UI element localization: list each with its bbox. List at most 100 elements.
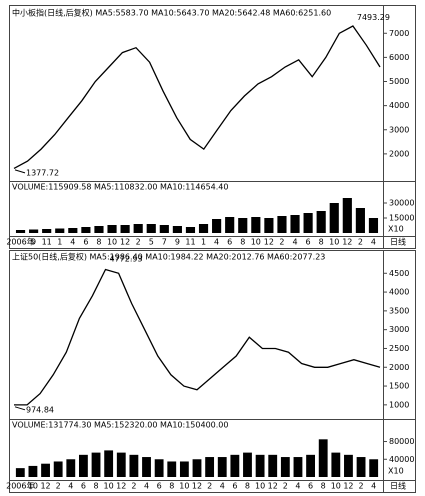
y-tick-label: 30000 bbox=[389, 199, 414, 208]
volume-bar bbox=[129, 454, 139, 477]
y-tick-label: 3000 bbox=[389, 125, 409, 134]
x-tick-label: 4 bbox=[68, 482, 73, 491]
x-tick-label: 8 bbox=[321, 482, 326, 491]
volume-bar bbox=[15, 468, 25, 477]
x-tick-label: 4 bbox=[70, 238, 75, 247]
low-arrow bbox=[14, 406, 26, 411]
volume-bar bbox=[179, 461, 189, 477]
x-tick-label: 10 bbox=[251, 238, 261, 247]
volume-bar bbox=[192, 459, 202, 477]
volume-bar bbox=[290, 215, 300, 233]
chart-title: 上证50(日线,后复权) MA5:1986.40 MA10:1984.22 MA… bbox=[12, 252, 325, 262]
x-tick-label: 2 bbox=[56, 482, 61, 491]
y-tick-label: 15000 bbox=[389, 214, 414, 223]
scale-note: X10 bbox=[388, 467, 404, 476]
y-tick-label: 2500 bbox=[389, 344, 409, 353]
volume-bar bbox=[255, 454, 265, 477]
x-tick-label: 6 bbox=[227, 238, 232, 247]
volume-bar bbox=[185, 227, 196, 233]
volume-bar bbox=[91, 452, 101, 477]
volume-bar bbox=[356, 457, 366, 477]
x-tick-label: 8 bbox=[245, 482, 250, 491]
volume-bar bbox=[66, 459, 76, 477]
x-tick-label: 12 bbox=[268, 482, 278, 491]
x-tick-label: 12 bbox=[342, 238, 352, 247]
volume-bar bbox=[94, 226, 104, 233]
volume-bar bbox=[243, 452, 252, 477]
volume-bar bbox=[268, 454, 278, 477]
volume-bar bbox=[217, 457, 227, 477]
y-tick-label: 4500 bbox=[389, 269, 409, 278]
volume-bar bbox=[81, 227, 91, 233]
volume-bar bbox=[154, 459, 164, 477]
volume-bar bbox=[198, 224, 209, 233]
x-tick-label: 4 bbox=[220, 482, 225, 491]
x-tick-label: 5 bbox=[149, 238, 154, 247]
y-tick-label: 2000 bbox=[389, 363, 409, 372]
x-tick-label: 2 bbox=[283, 482, 288, 491]
volume-bar bbox=[116, 452, 126, 477]
volume-bar bbox=[172, 226, 182, 233]
x-tick-label: 4 bbox=[144, 482, 149, 491]
x-tick-label: 2 bbox=[136, 238, 141, 247]
price-line bbox=[13, 25, 381, 169]
volume-bar bbox=[107, 225, 117, 233]
x-tick-label: 4 bbox=[371, 482, 376, 491]
volume-bar bbox=[331, 452, 341, 477]
x-tick-label: 4 bbox=[214, 238, 219, 247]
volume-bar bbox=[264, 218, 274, 233]
volume-bar bbox=[205, 457, 215, 477]
volume-bar bbox=[318, 439, 328, 477]
x-tick-label: 11 bbox=[185, 238, 195, 247]
x-tick-label: 10 bbox=[107, 238, 117, 247]
volume-bar bbox=[368, 218, 379, 233]
low-label: 974.84 bbox=[26, 405, 54, 414]
x-tick-label: 12 bbox=[192, 482, 202, 491]
y-tick-label: 7000 bbox=[389, 29, 409, 38]
x-tick-label: 8 bbox=[93, 482, 98, 491]
volume-bar bbox=[225, 217, 235, 233]
y-tick-label: 40000 bbox=[389, 455, 414, 464]
volume-bar bbox=[212, 219, 222, 233]
x-tick-label: 12 bbox=[264, 238, 274, 247]
volume-bar bbox=[68, 228, 78, 233]
x-tick-label: 4 bbox=[295, 482, 300, 491]
period-label: 日线 bbox=[390, 481, 406, 491]
volume-bar bbox=[355, 208, 365, 233]
volume-bar bbox=[28, 465, 38, 477]
x-tick-label: 12 bbox=[120, 238, 130, 247]
x-tick-label: 8 bbox=[169, 482, 174, 491]
volume-bar bbox=[78, 454, 88, 477]
volume-bar bbox=[146, 224, 156, 233]
volume-bar bbox=[230, 454, 240, 477]
y-tick-label: 6000 bbox=[389, 53, 409, 62]
volume-bar bbox=[329, 203, 339, 233]
y-tick-label: 5000 bbox=[389, 77, 409, 86]
volume-title: VOLUME:131774.30 MA5:152320.00 MA10:1504… bbox=[12, 421, 228, 430]
volume-bar bbox=[159, 225, 169, 233]
high-label: 7493.29 bbox=[357, 13, 390, 22]
x-tick-label: 2006年 bbox=[6, 481, 34, 491]
x-tick-label: 2 bbox=[207, 482, 212, 491]
x-tick-label: 2006年 bbox=[6, 237, 34, 247]
y-tick-label: 3500 bbox=[389, 306, 409, 315]
volume-bar bbox=[55, 228, 65, 233]
volume-bar bbox=[120, 225, 130, 233]
volume-bar bbox=[238, 218, 248, 233]
volume-bar bbox=[251, 217, 261, 233]
x-tick-label: 7 bbox=[162, 238, 167, 247]
x-tick-label: 10 bbox=[28, 482, 38, 491]
y-tick-label: 1000 bbox=[389, 400, 409, 409]
x-tick-label: 8 bbox=[240, 238, 245, 247]
volume-bar bbox=[133, 224, 143, 233]
low-label: 1377.72 bbox=[26, 168, 59, 177]
volume-bar bbox=[316, 211, 326, 233]
period-label: 日线 bbox=[390, 237, 406, 247]
volume-bar bbox=[53, 461, 63, 477]
volume-bar bbox=[344, 454, 353, 477]
volume-bar bbox=[303, 213, 313, 233]
x-tick-label: 10 bbox=[331, 482, 341, 491]
y-tick-label: 1500 bbox=[389, 382, 409, 391]
y-tick-label: 80000 bbox=[389, 437, 414, 446]
